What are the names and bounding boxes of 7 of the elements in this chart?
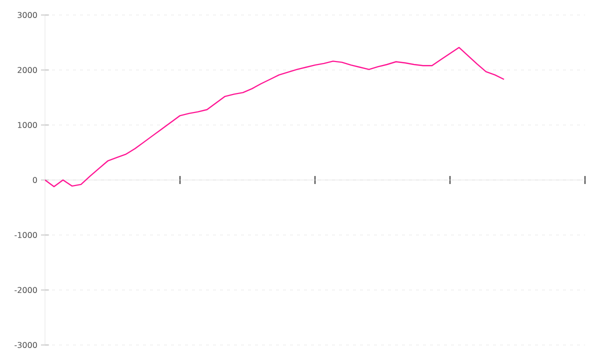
y-tick-label: 0 [32, 176, 37, 184]
y-tick-label: 1000 [18, 122, 37, 128]
y-tick-label: 2000 [18, 66, 37, 74]
y-tick-label: -1000 [14, 232, 37, 238]
y-tick-label: -2000 [14, 286, 37, 294]
y-tick-label: -3000 [14, 342, 37, 348]
y-tick-label: 3000 [18, 12, 37, 18]
